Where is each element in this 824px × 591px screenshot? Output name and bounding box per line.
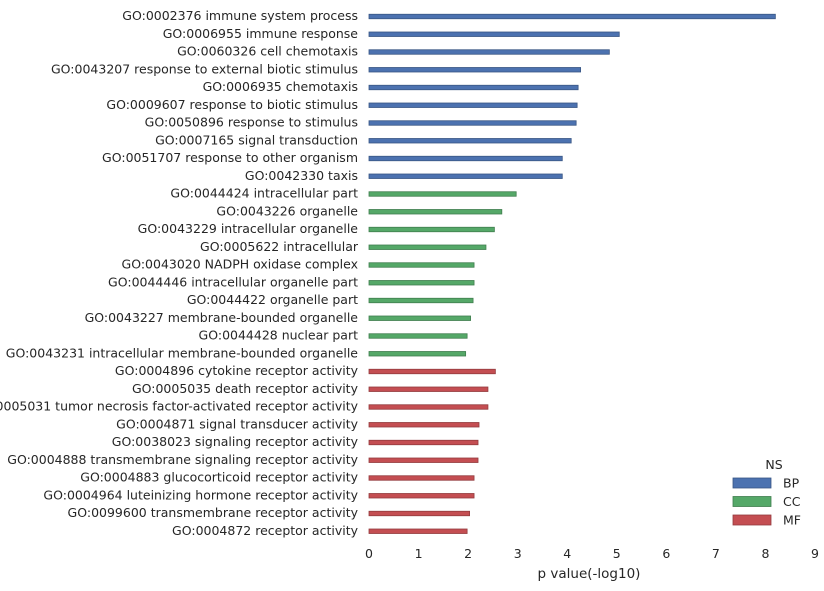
legend-entries: BP CC MF (732, 476, 801, 528)
category-label: GO:0002376 immune system process (122, 8, 358, 23)
bar-bp (368, 120, 577, 126)
category-label: GO:0004896 cytokine receptor activity (115, 363, 359, 378)
bar-cc (368, 262, 475, 268)
category-label: GO:0038023 signaling receptor activity (112, 434, 359, 449)
category-label: GO:0043226 organelle (216, 203, 358, 218)
category-label: GO:0004888 transmembrane signaling recep… (7, 452, 358, 467)
category-label: GO:0099600 transmembrane receptor activi… (68, 505, 359, 520)
x-tick-label: 9 (811, 546, 819, 561)
category-label: GO:0043229 intracellular organelle (138, 221, 359, 236)
x-tick-label: 1 (415, 546, 423, 561)
category-label: GO:0005035 death receptor activity (132, 381, 359, 396)
category-label: GO:0043231 intracellular membrane-bounde… (6, 345, 359, 360)
legend-label-cc: CC (783, 494, 801, 509)
x-tick-label: 5 (613, 546, 621, 561)
bar-mf (368, 528, 468, 534)
x-tick-label: 3 (514, 546, 522, 561)
legend-swatch-bp (732, 477, 772, 489)
bar-bp (368, 84, 579, 91)
x-tick-label: 0 (365, 546, 373, 561)
bar-cc (368, 333, 468, 339)
bar-bp (368, 155, 563, 162)
bar-mf (368, 493, 475, 499)
bar-mf (368, 510, 470, 517)
legend-swatch-cc (732, 496, 772, 507)
category-labels: GO:0002376 immune system process GO:00069… (0, 8, 359, 538)
legend-title: NS (765, 457, 782, 472)
category-label: GO:0004883 glucocorticoid receptor activ… (80, 470, 358, 485)
bar-cc (368, 297, 474, 304)
category-label: GO:0043020 NADPH oxidase complex (122, 257, 358, 272)
x-axis-label: p value(-log10) (538, 566, 641, 582)
bar-bp (368, 13, 776, 20)
category-label: GO:0007165 signal transduction (155, 132, 358, 147)
category-label: GO:0004872 receptor activity (172, 523, 359, 538)
category-label: GO:0004871 signal transducer activity (116, 416, 358, 431)
x-tick-label: 8 (761, 546, 769, 561)
category-label: GO:0051707 response to other organism (102, 150, 358, 165)
category-label: GO:0050896 response to stimulus (145, 115, 358, 130)
bar-mf (368, 368, 496, 375)
x-tick-label: 4 (563, 546, 571, 561)
bar-bp (368, 67, 582, 73)
bar-cc (368, 191, 517, 197)
bars-layer (368, 13, 776, 534)
x-tick-label: 7 (712, 546, 720, 561)
category-label: GO:0044428 nuclear part (199, 328, 359, 343)
bar-mf (368, 457, 479, 463)
category-label: GO:0005622 intracellular (200, 239, 359, 254)
x-axis-ticks: 0 1 2 3 4 5 6 7 8 9 (365, 546, 819, 561)
category-label: GO:0004964 luteinizing hormone receptor … (43, 487, 358, 502)
bar-bp (368, 173, 563, 179)
bar-mf (368, 404, 489, 410)
bar-cc (368, 226, 495, 233)
category-label: GO:0044424 intracellular part (170, 186, 358, 201)
category-label: GO:0005031 tumor necrosis factor-activat… (0, 399, 359, 414)
legend: NS BP CC MF (732, 457, 801, 528)
bar-bp (368, 49, 610, 55)
category-label: GO:0044422 organelle part (187, 292, 358, 307)
x-tick-label: 6 (662, 546, 670, 561)
category-label: GO:0060326 cell chemotaxis (177, 44, 358, 59)
bar-mf (368, 475, 475, 481)
bar-mf (368, 422, 480, 428)
bar-bp (368, 31, 620, 37)
bar-cc (368, 315, 471, 321)
category-label: GO:0009607 response to biotic stimulus (106, 97, 358, 112)
bar-mf (368, 439, 479, 446)
legend-label-bp: BP (783, 476, 800, 491)
bar-bp (368, 138, 572, 144)
x-tick-label: 2 (464, 546, 472, 561)
legend-swatch-mf (732, 514, 772, 526)
bar-cc (368, 280, 475, 286)
bar-mf (368, 386, 489, 392)
category-label: GO:0043227 membrane-bounded organelle (85, 310, 359, 325)
bar-cc (368, 209, 503, 215)
category-label: GO:0043207 response to external biotic s… (51, 61, 358, 76)
category-label: GO:0044446 intracellular organelle part (108, 274, 358, 289)
bar-cc (368, 351, 467, 357)
bar-bp (368, 102, 578, 108)
category-label: GO:0042330 taxis (245, 168, 358, 183)
category-label: GO:0006935 chemotaxis (203, 79, 358, 94)
bar-cc (368, 244, 487, 250)
category-label: GO:0006955 immune response (163, 26, 359, 41)
legend-label-mf: MF (783, 513, 801, 528)
